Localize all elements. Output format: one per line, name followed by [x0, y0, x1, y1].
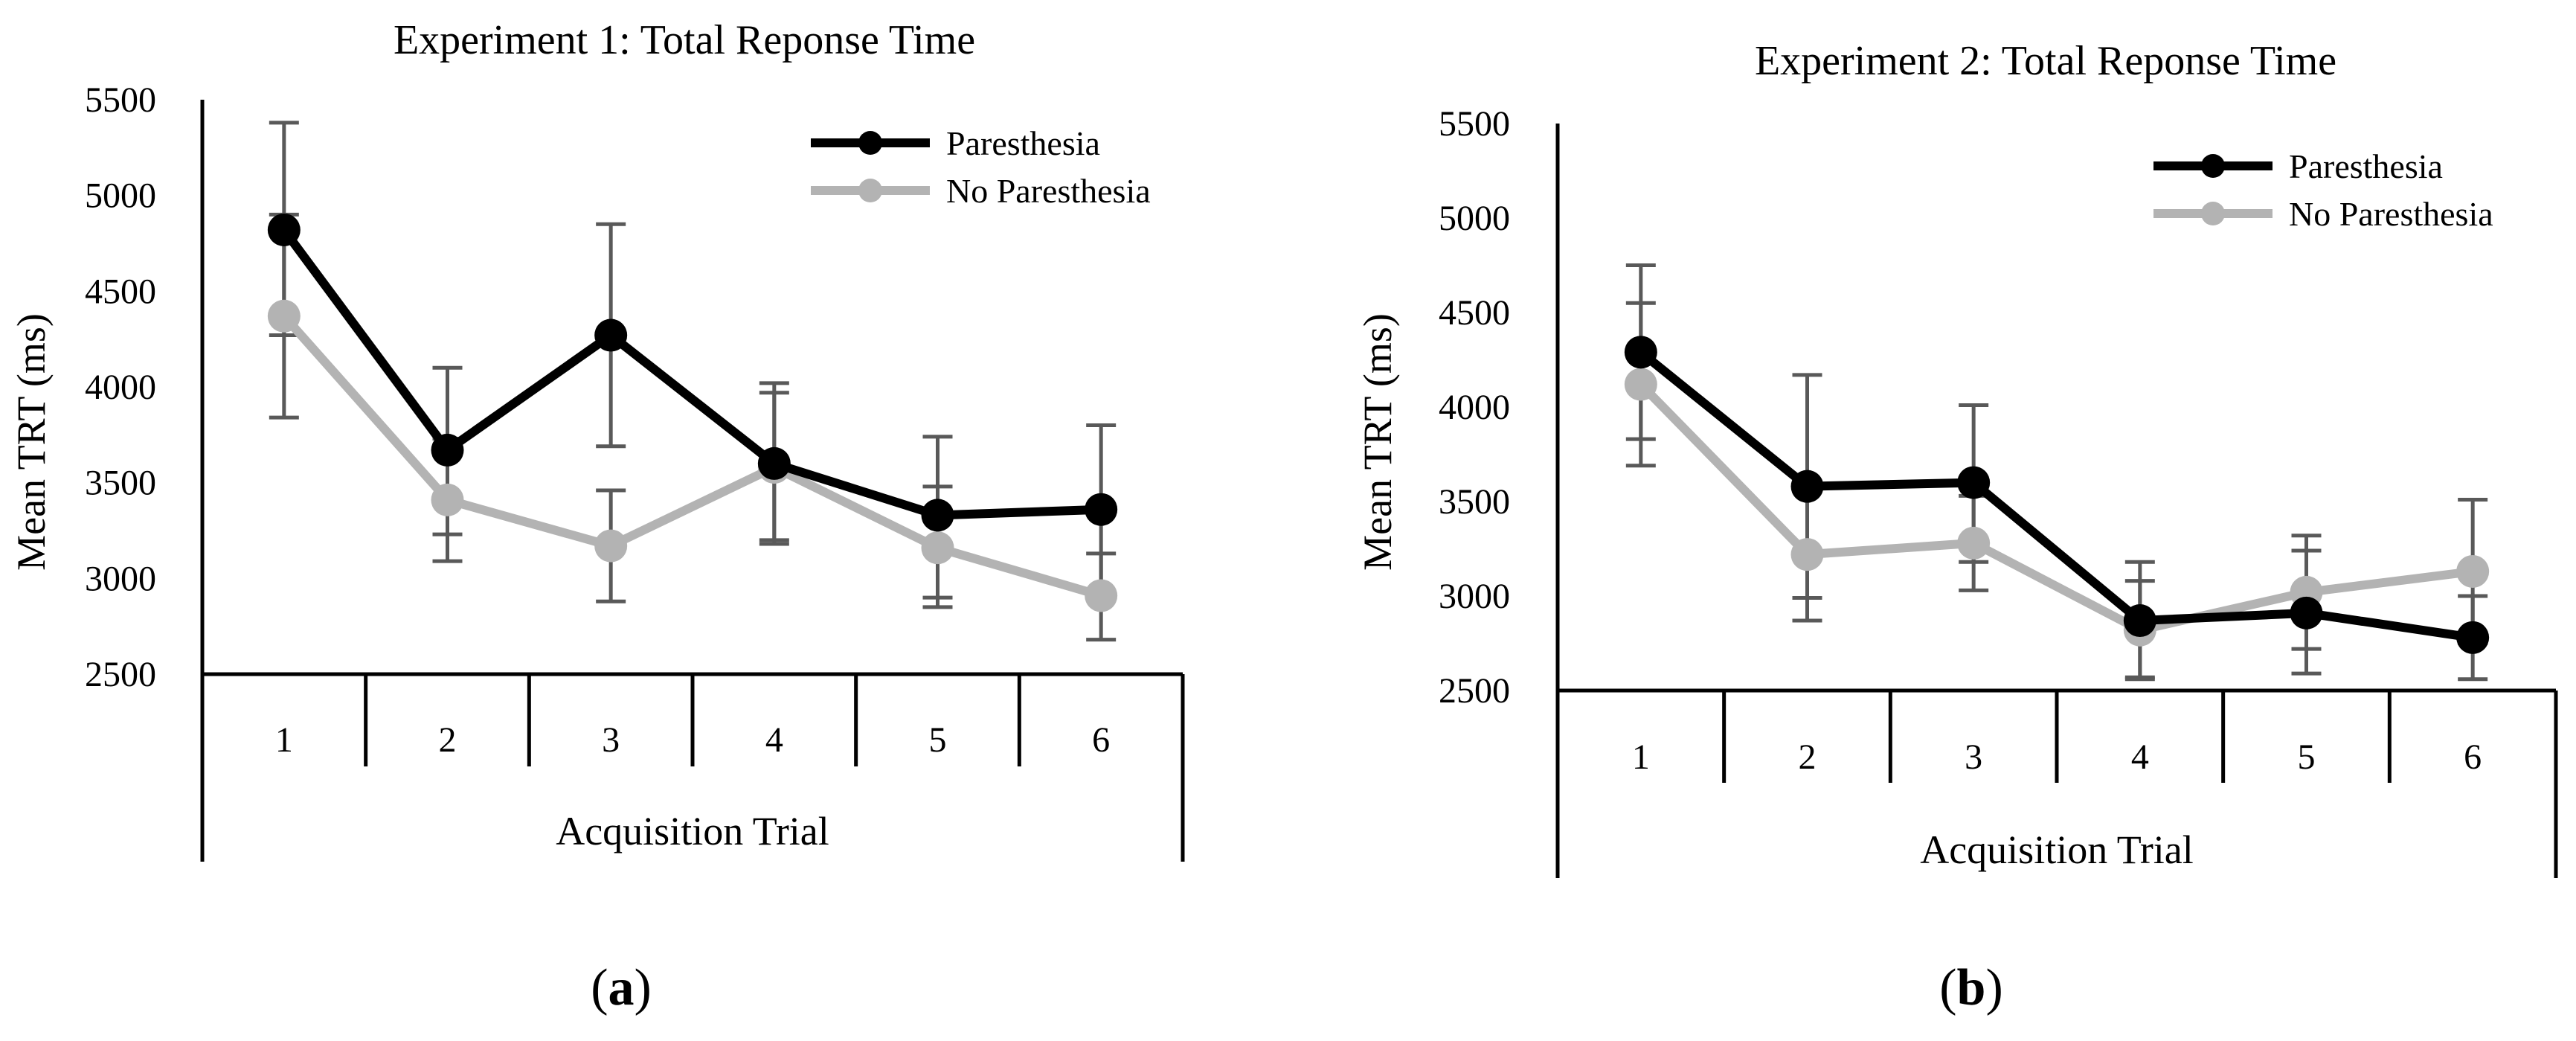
- legend-label: Paresthesia: [2289, 147, 2443, 185]
- legend-marker: [858, 179, 882, 202]
- series-b: [1624, 336, 2490, 654]
- legend-item-no-paresthesia: No Paresthesia: [2153, 195, 2493, 233]
- y-tick-label: 3000: [85, 559, 156, 598]
- y-tick-labels-b: 2500 3000 3500 4000 4500 5000 5500: [1439, 104, 1510, 711]
- series-line-paresthesia: [280, 227, 1102, 520]
- series-line-no-paresthesia: [280, 313, 1102, 600]
- legend-item-paresthesia: Paresthesia: [2153, 147, 2443, 185]
- series-a: [267, 213, 1118, 612]
- data-point-paresthesia: [431, 433, 464, 467]
- x-category-label: 3: [1965, 737, 1982, 777]
- data-point-no-paresthesia: [921, 531, 954, 565]
- x-axis-label-b: Acquisition Trial: [1920, 827, 2194, 872]
- data-point-paresthesia: [1790, 470, 1824, 503]
- legend-marker: [858, 131, 882, 155]
- legend-marker: [2201, 202, 2225, 225]
- data-point-paresthesia: [921, 499, 954, 532]
- x-category-label: 5: [929, 720, 947, 760]
- y-tick-label: 4000: [85, 368, 156, 407]
- data-point-no-paresthesia: [2456, 554, 2490, 588]
- y-axis-label-b: Mean TRT (ms): [1355, 313, 1400, 571]
- x-axis-label-a: Acquisition Trial: [556, 809, 829, 853]
- x-category-labels-b: 1 2 3 4 5 6: [1632, 737, 2482, 777]
- x-category-label: 2: [439, 720, 457, 760]
- data-point-paresthesia: [267, 213, 301, 246]
- y-tick-label: 5000: [85, 176, 156, 216]
- data-point-paresthesia: [757, 446, 791, 480]
- legend-item-no-paresthesia: No Paresthesia: [811, 172, 1151, 210]
- data-point-no-paresthesia: [1790, 538, 1824, 571]
- y-tick-label: 5500: [85, 80, 156, 120]
- x-category-label: 4: [2131, 737, 2149, 777]
- data-point-paresthesia: [1085, 493, 1118, 526]
- y-tick-label: 4500: [1439, 293, 1510, 333]
- axes-a: [200, 100, 1185, 862]
- x-category-label: 4: [765, 720, 783, 760]
- legend-label: No Paresthesia: [946, 172, 1151, 210]
- chart-title-b: Experiment 2: Total Reponse Time: [1755, 38, 2336, 84]
- y-tick-label: 4000: [1439, 388, 1510, 427]
- x-category-label: 3: [602, 720, 620, 760]
- legend-a: Paresthesia No Paresthesia: [811, 124, 1151, 210]
- y-tick-label: 4500: [85, 272, 156, 311]
- chart-title-a: Experiment 1: Total Reponse Time: [394, 17, 975, 63]
- panel-label-a: (a): [591, 959, 652, 1016]
- y-tick-label: 5000: [1439, 199, 1510, 238]
- legend-b: Paresthesia No Paresthesia: [2153, 147, 2493, 233]
- chart-panel-b: Experiment 2: Total Reponse Time Mean TR…: [1355, 38, 2558, 1016]
- x-category-label: 2: [1799, 737, 1817, 777]
- axes-b: [1555, 124, 2558, 878]
- panel-label-b: (b): [1939, 959, 2003, 1016]
- y-axis-label-a: Mean TRT (ms): [9, 313, 54, 571]
- y-tick-labels-a: 2500 3000 3500 4000 4500 5000 5500: [85, 80, 156, 694]
- y-tick-label: 3500: [1439, 482, 1510, 522]
- legend-label: Paresthesia: [946, 124, 1100, 162]
- x-category-label: 6: [2464, 737, 2482, 777]
- legend-marker: [2201, 154, 2225, 178]
- x-category-label: 1: [275, 720, 293, 760]
- data-point-no-paresthesia: [431, 483, 464, 516]
- series-line-no-paresthesia: [1637, 381, 2473, 635]
- y-tick-label: 2500: [1439, 671, 1510, 711]
- data-point-paresthesia: [2290, 596, 2323, 630]
- chart-panel-a: Experiment 1: Total Reponse Time Mean TR…: [9, 17, 1185, 1016]
- data-point-paresthesia: [2123, 604, 2156, 638]
- y-tick-label: 2500: [85, 655, 156, 694]
- y-tick-label: 3000: [1439, 577, 1510, 616]
- series-line-paresthesia: [1638, 348, 2474, 642]
- data-point-paresthesia: [2456, 621, 2490, 654]
- data-point-paresthesia: [594, 318, 628, 352]
- legend-item-paresthesia: Paresthesia: [811, 124, 1100, 162]
- data-point-paresthesia: [1957, 466, 1991, 499]
- x-category-label: 5: [2298, 737, 2316, 777]
- legend-label: No Paresthesia: [2289, 195, 2493, 233]
- x-category-label: 1: [1632, 737, 1650, 777]
- y-tick-label: 5500: [1439, 104, 1510, 144]
- y-tick-label: 3500: [85, 464, 156, 503]
- data-point-no-paresthesia: [1624, 368, 1657, 401]
- data-point-paresthesia: [1624, 336, 1657, 369]
- data-point-no-paresthesia: [267, 299, 301, 333]
- data-point-no-paresthesia: [1957, 526, 1991, 560]
- x-category-labels-a: 1 2 3 4 5 6: [275, 720, 1110, 760]
- data-point-no-paresthesia: [1085, 579, 1118, 612]
- x-category-label: 6: [1092, 720, 1110, 760]
- data-point-no-paresthesia: [594, 529, 628, 563]
